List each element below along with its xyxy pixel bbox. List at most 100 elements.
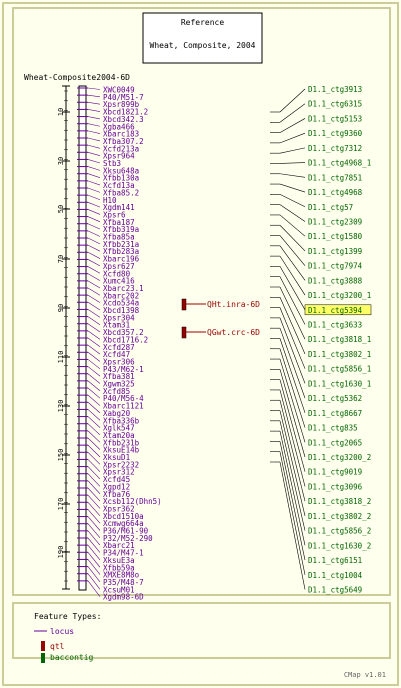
locus-label[interactable]: Xfbb130a — [103, 174, 139, 183]
locus-label[interactable]: Xksu648a — [103, 166, 139, 175]
locus-label[interactable]: Xgwm325 — [103, 380, 135, 389]
contig-label[interactable]: D1.1_ctg5856_1 — [308, 365, 371, 374]
locus-label[interactable]: Xgdm98-6D — [103, 593, 144, 602]
locus-label[interactable]: Xpsr362 — [103, 504, 135, 513]
contig-label[interactable]: D1.1_ctg8667 — [308, 409, 362, 418]
contig-label[interactable]: D1.1_ctg835 — [308, 424, 358, 433]
locus-label[interactable]: Xbarc183 — [103, 130, 139, 139]
locus-label[interactable]: Xbarc23.1 — [103, 284, 144, 293]
reference-box[interactable]: Reference Wheat, Composite, 2004 — [142, 12, 263, 64]
contig-label-highlighted[interactable]: D1.1_ctg5394 — [308, 306, 363, 315]
locus-label[interactable]: Stb3 — [103, 159, 121, 168]
contig-label[interactable]: D1.1_ctg7974 — [308, 262, 363, 271]
locus-label[interactable]: Xcfd47 — [103, 350, 130, 359]
contig-label[interactable]: D1.1_ctg3818_1 — [308, 335, 371, 344]
locus-label[interactable]: Xfba187 — [103, 218, 135, 227]
locus-label[interactable]: P35/M48-7 — [103, 578, 144, 587]
locus-label[interactable]: Xgba466 — [103, 122, 135, 131]
locus-label[interactable]: Xbcd1716.2 — [103, 335, 148, 344]
contig-label[interactable]: D1.1_ctg7851 — [308, 173, 362, 182]
locus-label[interactable]: Xcfd80 — [103, 269, 131, 278]
locus-label[interactable]: Xbcd357.2 — [103, 328, 144, 337]
contig-label[interactable]: D1.1_ctg1580 — [308, 232, 363, 241]
locus-label[interactable]: Xbarc202 — [103, 291, 139, 300]
contig-label[interactable]: D1.1_ctg7312 — [308, 144, 362, 153]
contig-label[interactable]: D1.1_ctg3802_2 — [308, 512, 371, 521]
locus-label[interactable]: Xfbb319a — [103, 225, 139, 234]
locus-label[interactable]: P40/M51-7 — [103, 93, 144, 102]
contig-label[interactable]: D1.1_ctg3633 — [308, 321, 362, 330]
contig-label[interactable]: D1.1_ctg3200_1 — [308, 291, 371, 300]
contig-label[interactable]: D1.1_ctg9360 — [308, 129, 363, 138]
locus-label[interactable]: Xcdo534a — [103, 299, 139, 308]
locus-label[interactable]: Xbarc21 — [103, 541, 135, 550]
locus-label[interactable]: Xabg20 — [103, 409, 131, 418]
locus-label[interactable]: Xcfd45 — [103, 475, 130, 484]
locus-label[interactable]: Xfba336b — [103, 416, 140, 425]
locus-label[interactable]: Xcfd13a — [103, 181, 135, 190]
contig-label[interactable]: D1.1_ctg4968_1 — [308, 159, 371, 168]
contig-label[interactable]: D1.1_ctg3802_1 — [308, 350, 371, 359]
contig-label[interactable]: D1.1_ctg4968 — [308, 188, 363, 197]
contig-label[interactable]: D1.1_ctg3888 — [308, 276, 363, 285]
qtl-ht-label[interactable]: QHt.inra-6D — [207, 300, 260, 309]
locus-label[interactable]: H10 — [103, 196, 117, 205]
locus-label[interactable]: Xglk547 — [103, 424, 135, 433]
contig-label[interactable]: D1.1_ctg6151 — [308, 556, 362, 565]
locus-label[interactable]: Xgpd12 — [103, 482, 130, 491]
locus-label[interactable]: Xumc416 — [103, 277, 135, 286]
locus-label[interactable]: Xbarc1121 — [103, 402, 144, 411]
locus-label[interactable]: Xfba85a — [103, 233, 135, 242]
locus-label[interactable]: P32/M52-290 — [103, 534, 153, 543]
contig-label[interactable]: D1.1_ctg57 — [308, 203, 353, 212]
contig-label[interactable]: D1.1_ctg9019 — [308, 468, 362, 477]
locus-label[interactable]: Xcfd287 — [103, 343, 135, 352]
locus-label[interactable]: Xfbb59a — [103, 563, 135, 572]
locus-label[interactable]: XksuE14b — [103, 446, 140, 455]
qtl-ht[interactable]: QHt.inra-6D — [181, 298, 260, 311]
locus-label[interactable]: Xcmwg664a — [103, 519, 144, 528]
locus-label[interactable]: XWC0049 — [103, 86, 135, 95]
locus-label[interactable]: Xfbb283a — [103, 247, 139, 256]
contig-label[interactable]: D1.1_ctg1630_2 — [308, 541, 371, 550]
locus-label[interactable]: Xfbb231a — [103, 240, 139, 249]
contig-label[interactable]: D1.1_ctg3913 — [308, 85, 362, 94]
contig-label[interactable]: D1.1_ctg5153 — [308, 114, 362, 123]
locus-label[interactable]: XksuD1 — [103, 453, 130, 462]
locus-label[interactable]: Xpsr899b — [103, 100, 140, 109]
locus-label[interactable]: Xbcd342.3 — [103, 115, 144, 124]
locus-label[interactable]: XksuE3a — [103, 556, 135, 565]
contig-label[interactable]: D1.1_ctg5856_2 — [308, 527, 371, 536]
locus-label[interactable]: Xfba85.2 — [103, 188, 139, 197]
qtl-gwt-box[interactable] — [181, 326, 187, 339]
contig-label[interactable]: D1.1_ctg5362 — [308, 394, 362, 403]
locus-label[interactable]: Xfba381 — [103, 372, 135, 381]
map-name[interactable]: Wheat-Composite2004-6D — [24, 73, 130, 82]
locus-label[interactable]: Xfba307.2 — [103, 137, 144, 146]
contig-label[interactable]: D1.1_ctg5649 — [308, 585, 362, 594]
contig-label[interactable]: D1.1_ctg2309 — [308, 217, 362, 226]
locus-label[interactable]: Xpsr312 — [103, 468, 135, 477]
contig-label[interactable]: D1.1_ctg2065 — [308, 438, 362, 447]
locus-label[interactable]: Xbcd1510a — [103, 512, 144, 521]
contig-label[interactable]: D1.1_ctg1630_1 — [308, 379, 371, 388]
contig-label[interactable]: D1.1_ctg1399 — [308, 247, 362, 256]
contig-label[interactable]: D1.1_ctg6315 — [308, 100, 362, 109]
contig-label[interactable]: D1.1_ctg1004 — [308, 571, 363, 580]
qtl-gwt[interactable]: QGwt.crc-6D — [181, 326, 260, 339]
locus-label[interactable]: Xcfd213a — [103, 144, 139, 153]
locus-label[interactable]: Xcfd85 — [103, 387, 130, 396]
locus-label[interactable]: Xtam31 — [103, 321, 130, 330]
locus-label[interactable]: Xpsr306 — [103, 357, 135, 366]
locus-label[interactable]: Xpsr964 — [103, 152, 135, 161]
locus-label[interactable]: Xbcd1398 — [103, 306, 140, 315]
locus-label[interactable]: Xtam20a — [103, 431, 135, 440]
locus-label[interactable]: Xpsr6 — [103, 210, 126, 219]
contig-label[interactable]: D1.1_ctg3096 — [308, 482, 363, 491]
locus-label[interactable]: Xcsb112(Dhn5) — [103, 497, 162, 506]
locus-label[interactable]: P40/M56-4 — [103, 394, 144, 403]
locus-label[interactable]: XMXE8M8o — [103, 571, 140, 580]
locus-label[interactable]: Xpsr2232 — [103, 460, 139, 469]
locus-label[interactable]: Xfbb231b — [103, 438, 140, 447]
locus-label[interactable]: P43/M62-1 — [103, 365, 144, 374]
